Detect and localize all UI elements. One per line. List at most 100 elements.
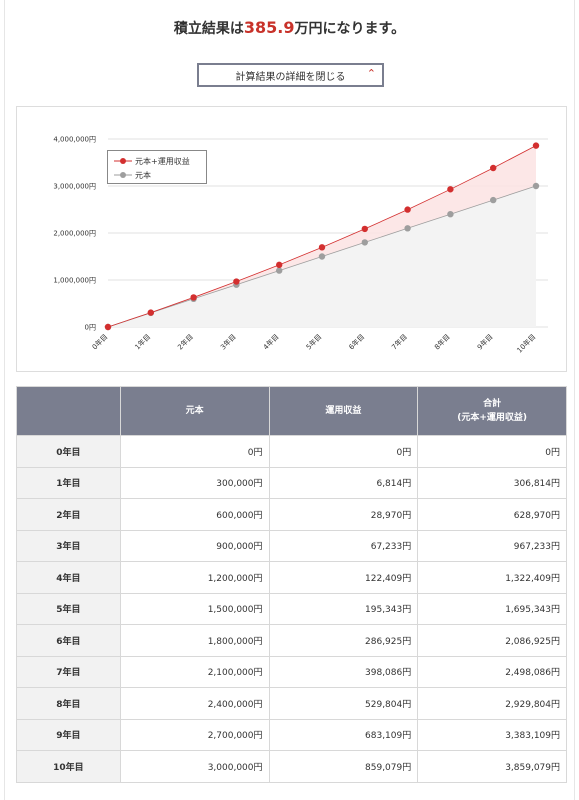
cell-principal: 1,800,000円 [119,624,270,657]
point-principal [276,267,283,274]
cell-total: 2,086,925円 [417,624,567,657]
table-row: 1年目 300,000円 6,814円 306,814円 [16,466,567,499]
table-row: 10年目 3,000,000円 859,079円 3,859,079円 [16,750,567,783]
cell-total: 628,970円 [417,498,567,531]
headline-amount: 385.9 [243,18,295,37]
point-total [190,294,197,301]
close-details-label: 計算結果の詳細を閉じる [235,71,346,83]
cell-returns: 28,970円 [268,498,419,531]
cell-total: 1,695,343円 [417,592,567,625]
header-total: 合計 (元本+運用収益) [417,386,567,436]
x-tick-label: 4年目 [261,332,280,351]
cell-principal: 600,000円 [119,498,270,531]
table-row: 5年目 1,500,000円 195,343円 1,695,343円 [16,592,567,625]
cell-principal: 2,700,000円 [119,718,270,751]
cell-year: 2年目 [16,498,121,531]
point-total [447,186,454,193]
point-total [532,142,540,149]
result-headline: 積立結果は385.9万円になります。 [0,18,579,38]
y-tick-label: 3,000,000円 [53,183,96,191]
cell-total: 0円 [417,435,567,468]
cell-returns: 122,409円 [268,561,419,594]
point-principal [404,225,411,232]
x-tick-label: 1年目 [133,332,152,351]
cell-principal: 0円 [119,435,270,468]
headline-suffix: 万円になります。 [294,21,406,37]
point-principal [318,253,326,260]
cell-year: 10年目 [16,750,121,783]
cell-returns: 286,925円 [268,624,419,657]
header-principal: 元本 [119,386,270,436]
point-total [361,225,368,233]
cell-principal: 900,000円 [119,529,270,562]
x-tick-label: 3年目 [218,332,237,351]
legend-marker-principal [114,172,132,178]
cell-total: 3,383,109円 [417,718,567,751]
cell-returns: 0円 [268,435,419,468]
cell-returns: 529,804円 [268,687,419,720]
cell-year: 9年目 [16,718,121,751]
cell-total: 2,929,804円 [417,687,567,720]
cell-principal: 300,000円 [119,466,270,499]
table-row: 8年目 2,400,000円 529,804円 2,929,804円 [16,687,567,720]
table-row: 6年目 1,800,000円 286,925円 2,086,925円 [16,624,567,657]
table-row: 3年目 900,000円 67,233円 967,233円 [16,529,567,562]
point-principal [532,182,540,190]
header-year [16,386,121,436]
page-frame [4,0,575,800]
cell-principal: 1,200,000円 [119,561,270,594]
cell-year: 5年目 [16,592,121,625]
cell-returns: 859,079円 [268,750,419,783]
cell-year: 7年目 [16,655,121,688]
legend-label-principal: 元本 [135,170,151,180]
point-total [233,278,240,285]
cell-year: 4年目 [16,561,121,594]
point-principal [490,196,497,204]
point-principal [447,211,454,218]
x-tick-label: 7年目 [390,332,409,351]
legend-item-principal: 元本 [114,169,151,181]
table-row: 4年目 1,200,000円 122,409円 1,322,409円 [16,561,567,594]
y-tick-label: 2,000,000円 [53,230,96,238]
point-total [276,261,283,269]
legend-marker-total [114,158,132,164]
cell-total: 967,233円 [417,529,567,562]
results-table: 元本 運用収益 合計 (元本+運用収益) 0年目 0円 0円 0円 1年目 300,000円… [16,386,567,783]
x-tick-label: 10年目 [515,332,538,355]
cell-total: 3,859,079円 [417,750,567,783]
point-total [147,309,154,316]
table-row: 0年目 0円 0円 0円 [16,435,567,468]
x-tick-label: 6年目 [347,332,366,351]
y-tick-label: 4,000,000円 [53,136,96,144]
point-total [104,323,112,331]
x-tick-label: 0年目 [90,332,109,351]
table-header-row: 元本 運用収益 合計 (元本+運用収益) [16,386,567,436]
chart-panel: 0円 1,000,000円 2,000,000円 3,000,000円 4,000,00… [16,106,567,372]
legend-label-total: 元本+運用収益 [135,156,190,166]
cell-returns: 6,814円 [268,466,419,499]
growth-chart: 0円 1,000,000円 2,000,000円 3,000,000円 4,000,00… [53,136,548,355]
cell-returns: 67,233円 [268,529,419,562]
cell-year: 8年目 [16,687,121,720]
legend-item-total: 元本+運用収益 [114,155,190,167]
cell-returns: 195,343円 [268,592,419,625]
x-tick-label: 5年目 [304,332,323,351]
table-row: 7年目 2,100,000円 398,086円 2,498,086円 [16,655,567,688]
close-details-button[interactable]: 計算結果の詳細を閉じる ⌃ [197,63,384,87]
cell-year: 3年目 [16,529,121,562]
cell-principal: 1,500,000円 [119,592,270,625]
point-principal [361,239,368,246]
cell-year: 0年目 [16,435,121,468]
cell-total: 2,498,086円 [417,655,567,688]
cell-year: 1年目 [16,466,121,499]
cell-returns: 683,109円 [268,718,419,751]
chart-legend: 元本+運用収益 元本 [107,150,207,184]
cell-principal: 2,100,000円 [119,655,270,688]
y-tick-label: 1,000,000円 [53,277,96,285]
header-returns: 運用収益 [268,386,419,436]
cell-principal: 3,000,000円 [119,750,270,783]
x-tick-label: 2年目 [176,332,195,351]
point-total [318,244,326,251]
header-total-line1: 合計 [483,399,502,409]
header-total-line2: (元本+運用収益) [457,413,527,423]
